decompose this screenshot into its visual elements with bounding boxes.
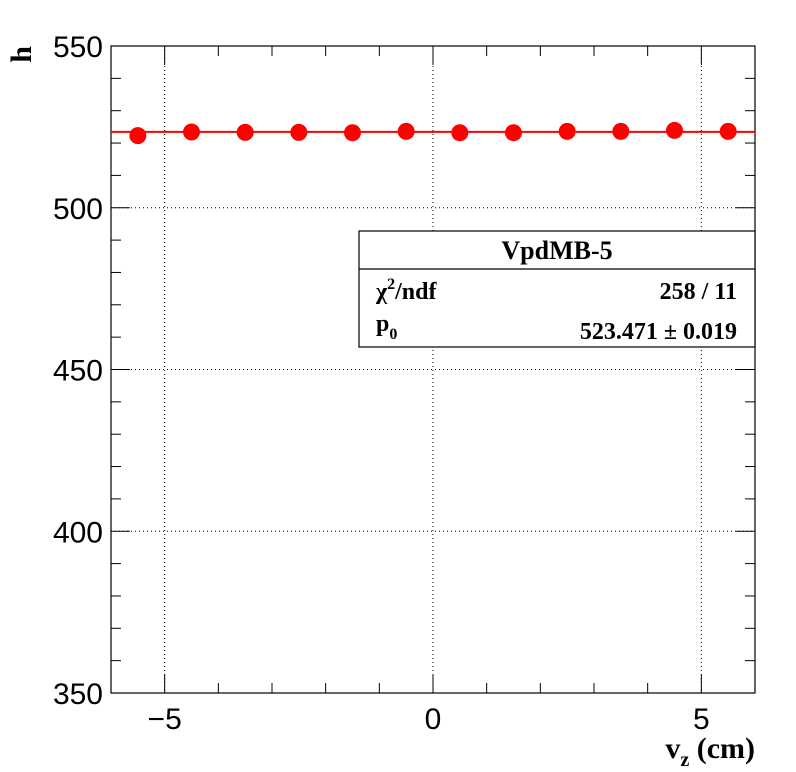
data-point (344, 124, 361, 142)
p0-label: p0 (376, 311, 397, 343)
x-axis-title-sub: z (680, 749, 689, 771)
chi2-label: χ2/ndf (375, 276, 437, 305)
data-point (236, 123, 254, 141)
data-point (719, 122, 737, 140)
x-tick-label: −5 (148, 703, 182, 736)
data-point (666, 121, 683, 139)
chi2-value: 258 / 11 (660, 279, 737, 305)
tick-labels: −5 0 5 350 400 450 500 550 (53, 31, 710, 736)
data-layer (111, 121, 755, 145)
data-point (451, 124, 469, 142)
p0-value-number: 523.471 (580, 319, 658, 345)
data-point (290, 123, 308, 141)
data-point (505, 124, 522, 142)
x-tick-label: 0 (425, 703, 442, 736)
y-tick-label: 450 (53, 355, 103, 388)
p0-value: 523.471 ± 0.019 (580, 319, 737, 345)
data-point (558, 122, 576, 140)
axis-ticks (110, 45, 756, 694)
y-tick-label: 500 (53, 193, 103, 226)
p0-label-sub: 0 (389, 326, 397, 343)
p0-value-error: ± 0.019 (664, 319, 737, 345)
y-tick-label: 550 (53, 31, 103, 64)
chi2-label-sup: 2 (387, 276, 395, 293)
p0-label-main: p (376, 311, 389, 337)
x-axis-title-unit: (cm) (689, 732, 755, 765)
x-axis-title-main: v (665, 732, 680, 765)
chi2-label-rest: /ndf (394, 279, 437, 305)
data-point (183, 123, 200, 141)
y-axis-title: h (5, 46, 38, 63)
data-point (612, 122, 630, 140)
y-tick-label: 350 (53, 678, 103, 711)
y-tick-label: 400 (53, 516, 103, 549)
stats-box-title: VpdMB-5 (501, 236, 612, 265)
data-point (397, 122, 415, 140)
stats-box: VpdMB-5 χ2/ndf 258 / 11 p0 523.471 ± 0.0… (358, 230, 756, 348)
stats-box-frame (358, 230, 756, 348)
chi2-label-main: χ (375, 279, 388, 305)
x-tick-label: 5 (693, 703, 710, 736)
data-point (129, 127, 147, 145)
x-axis-title: vz (cm) (665, 732, 755, 771)
